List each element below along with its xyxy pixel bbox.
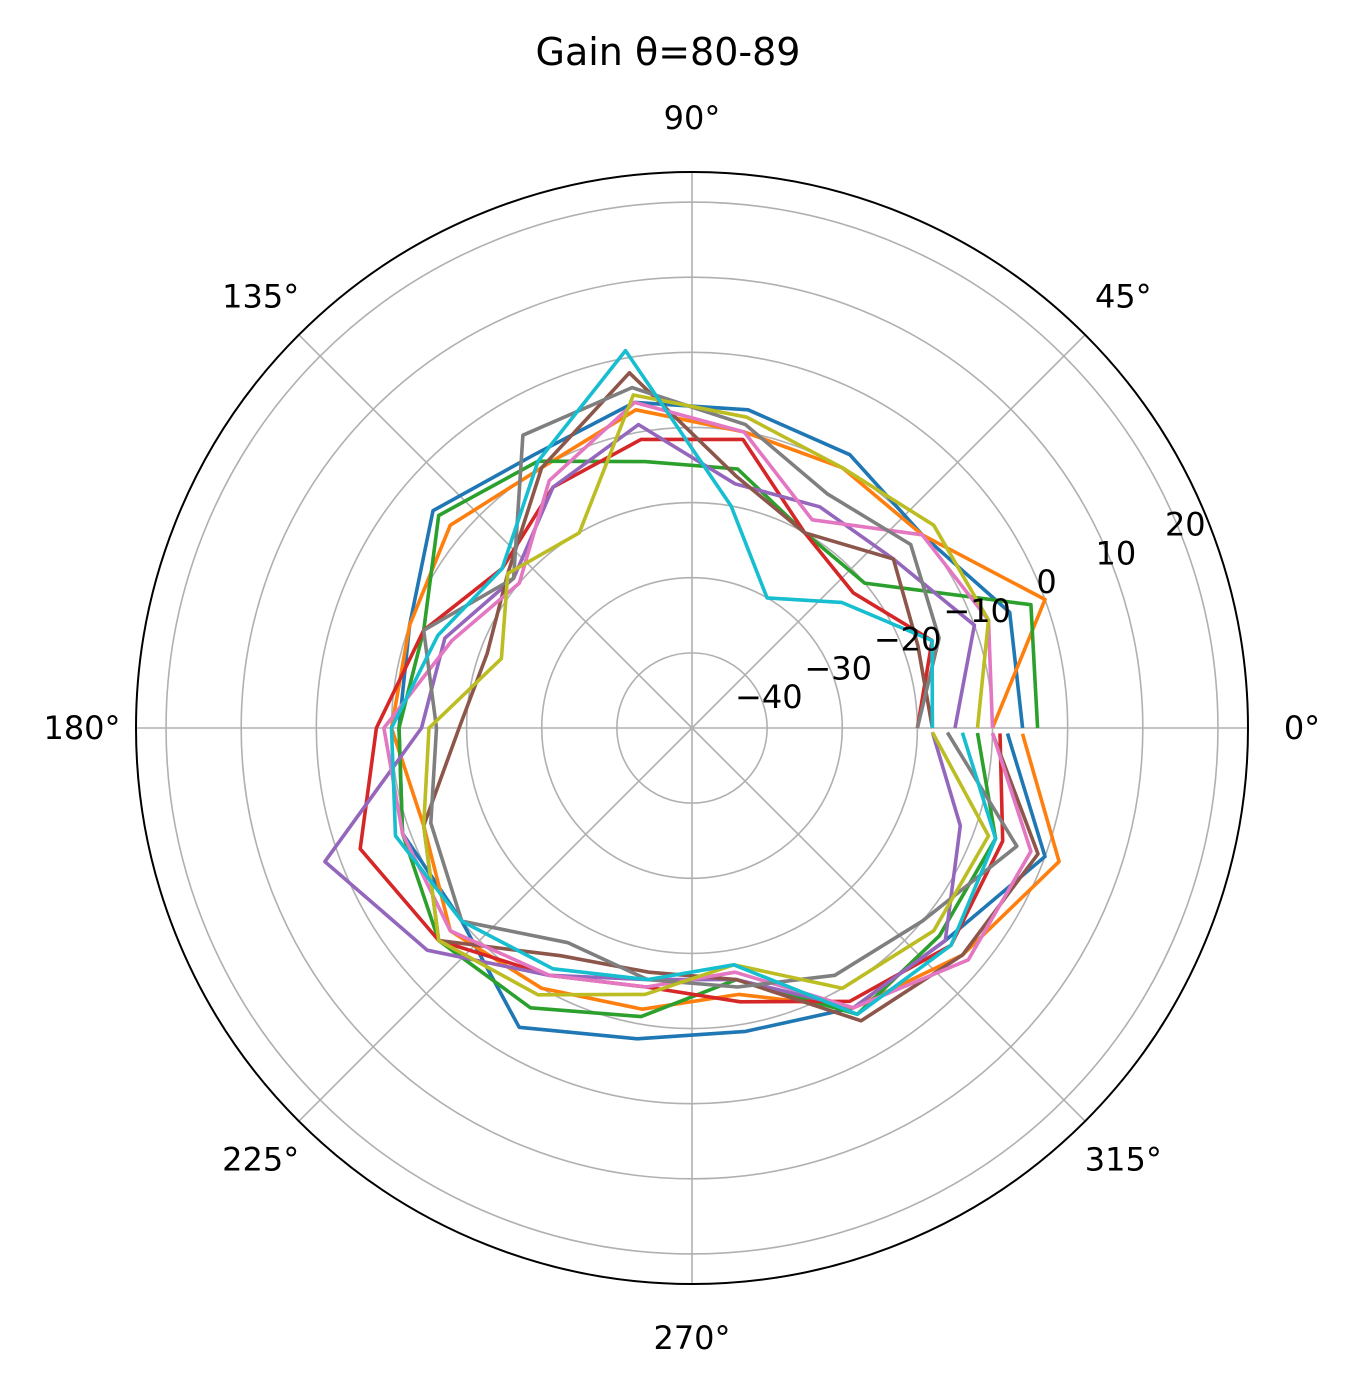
angle-tick-label-6: 270° [653,1319,730,1357]
series-line-7 [421,385,1019,989]
angular-gridline-5 [298,727,693,1122]
radial-tick-label-3: −10 [943,592,1011,630]
tick-labels: 0° 45° 90° 135° 180° 225° 270° 315° −40−30−20−10… [43,99,1320,1357]
radial-tick-label-6: 20 [1165,506,1206,544]
series-line-5 [421,371,1040,1023]
radial-tick-label-4: 0 [1036,563,1056,601]
angle-tick-label-1: 45° [1095,278,1152,316]
radial-tick-label-1: −30 [804,649,872,687]
series-line-8 [421,393,991,997]
polar-frame [135,171,1249,1285]
series-line-6 [382,400,1033,1010]
series-layer [323,348,1061,1041]
angular-gridline-7 [691,727,1086,1122]
radial-tick-label-2: −20 [874,621,942,659]
angle-tick-label-7: 315° [1085,1140,1162,1178]
grid [136,172,1248,1284]
angle-tick-label-5: 225° [222,1140,299,1178]
angle-tick-label-2: 90° [664,99,721,137]
angle-tick-label-3: 135° [222,278,299,316]
chart-title: Gain θ=80-89 [536,30,801,74]
radial-tick-label-0: −40 [735,678,803,716]
radial-tick-label-5: 10 [1096,534,1137,572]
series-line-9 [389,348,998,1017]
angle-tick-label-0: 0° [1284,709,1320,747]
angle-tick-label-4: 180° [43,709,120,747]
angular-gridline-3 [298,334,693,729]
